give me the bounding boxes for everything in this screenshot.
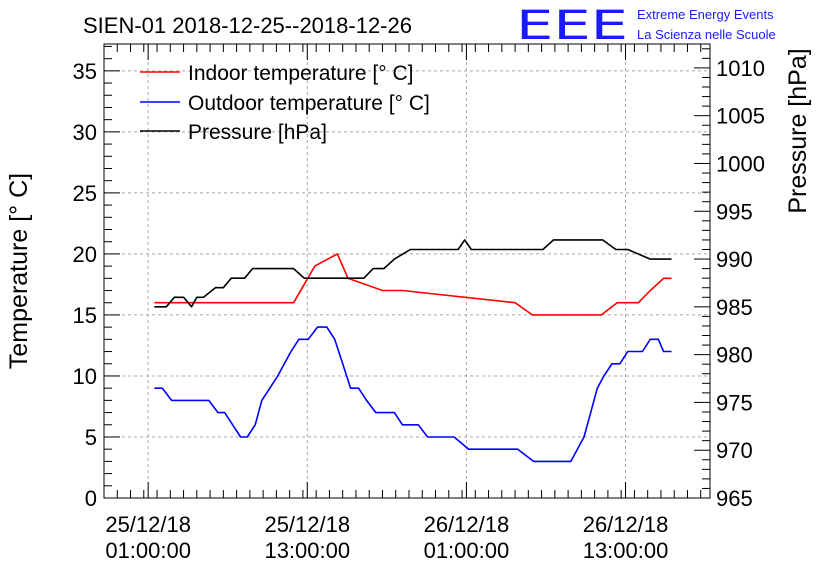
x-tick-label-date: 26/12/18 xyxy=(424,512,510,537)
x-tick-label-time: 01:00:00 xyxy=(424,538,510,563)
x-tick-label-date: 26/12/18 xyxy=(583,512,669,537)
y2-tick-label: 970 xyxy=(716,438,753,463)
y-tick-label: 5 xyxy=(85,425,97,450)
axis-ticks xyxy=(104,44,710,499)
legend-label-outdoor: Outdoor temperature [° C] xyxy=(188,92,430,115)
y2-axis-label: Pressure [hPa] xyxy=(784,48,812,213)
plot-frame xyxy=(103,43,711,499)
y-tick-label: 15 xyxy=(73,303,97,328)
chart-title: SIEN-01 2018-12-25--2018-12-26 xyxy=(83,13,412,38)
pressure-line xyxy=(154,239,672,308)
eee-logo: EEE Extreme Energy Events La Scienza nel… xyxy=(516,3,776,49)
y2-tick-label: 1000 xyxy=(716,151,765,176)
x-tick-label-time: 01:00:00 xyxy=(105,538,191,563)
x-tick-label-date: 25/12/18 xyxy=(264,512,350,537)
grid xyxy=(104,44,710,498)
logo-mark: EEE xyxy=(516,3,628,49)
y2-tick-label: 1010 xyxy=(716,56,765,81)
x-tick-label-date: 25/12/18 xyxy=(105,512,191,537)
tick-labels: 0 5 10 15 20 25 30 35 965 970 975 980 985 990 995 1000 1… xyxy=(73,56,765,563)
y-tick-label: 35 xyxy=(73,59,97,84)
y2-tick-label: 995 xyxy=(716,199,753,224)
y-tick-label: 30 xyxy=(73,120,97,145)
y-tick-label: 10 xyxy=(73,364,97,389)
y-tick-label: 0 xyxy=(85,486,97,511)
y2-tick-label: 1005 xyxy=(716,104,765,129)
y2-tick-label: 965 xyxy=(716,486,753,511)
logo-line-1: Extreme Energy Events xyxy=(637,7,774,22)
y-tick-label: 20 xyxy=(73,242,97,267)
y2-tick-label: 980 xyxy=(716,343,753,368)
y2-tick-label: 975 xyxy=(716,390,753,415)
outdoor-temperature-line xyxy=(154,326,672,463)
legend-label-indoor: Indoor temperature [° C] xyxy=(188,62,414,85)
logo-line-2: La Scienza nelle Scuole xyxy=(637,27,776,42)
x-tick-label-time: 13:00:00 xyxy=(264,538,350,563)
legend: Indoor temperature [° C] Outdoor tempera… xyxy=(140,62,430,144)
legend-label-pressure: Pressure [hPa] xyxy=(188,121,327,144)
y2-tick-label: 990 xyxy=(716,247,753,272)
y2-tick-label: 985 xyxy=(716,295,753,320)
y-tick-label: 25 xyxy=(73,181,97,206)
y-axis-label: Temperature [° C] xyxy=(5,173,33,369)
series-layer xyxy=(154,239,672,463)
x-tick-label-time: 13:00:00 xyxy=(583,538,669,563)
